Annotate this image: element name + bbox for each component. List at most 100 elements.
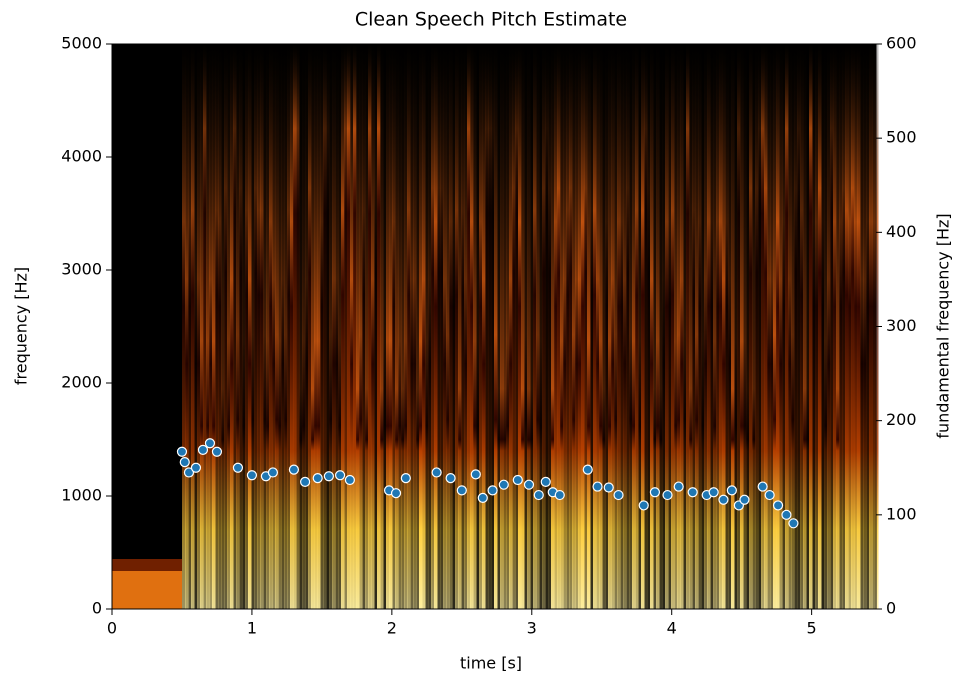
y2-tick-label: 500 [886,128,917,147]
pitch-point [246,470,258,481]
pitch-point [299,476,311,487]
spectrogram-stripe [248,44,252,609]
spectrogram-stripe [659,44,663,609]
spectrogram-stripe [812,44,816,609]
spectrogram-stripe [719,44,723,609]
spectrogram-stripe [455,44,459,609]
spectrogram-stripe [491,44,495,609]
spectrogram-stripe [566,44,570,609]
spectrogram-stripe [614,44,618,609]
y-tick-label: 2000 [61,373,102,392]
spectrogram-stripe [776,44,780,609]
spectrogram-stripe [494,44,498,609]
spectrogram-stripe [329,44,333,609]
spectrogram-stripe [797,44,801,609]
spectrogram-stripe [671,44,675,609]
spectrogram-stripe [461,44,465,609]
spectrogram-stripe [584,44,588,609]
spectrogram-stripe [851,44,855,609]
spectrogram-stripe [404,44,408,609]
x-tick-label: 0 [107,619,117,638]
pitch-point [197,444,209,455]
spectrogram-stripe [446,44,450,609]
y2-tick-label: 300 [886,316,917,335]
spectrogram-stripe [569,44,573,609]
spectrogram-stripe [755,44,759,609]
spectrogram-stripe [557,44,561,609]
y-tick-label: 0 [92,599,102,618]
pitch-point [477,492,488,503]
spectrogram-stripe [332,44,336,609]
spectrogram-stripe [668,44,672,609]
spectrogram-stripe [413,44,417,609]
spectrogram-stripe [749,44,753,609]
spectrogram-stripe [854,44,858,609]
spectrogram-stripe [290,44,294,609]
spectrogram-stripe [497,44,501,609]
spectrogram-stripe [338,44,342,609]
spectrogram-stripe [548,44,552,609]
spectrogram-stripe [200,44,204,609]
chart-title: Clean Speech Pitch Estimate [355,9,627,31]
spectrogram-stripe [803,44,807,609]
spectrogram-stripe [221,44,225,609]
x-tick-label: 2 [387,619,397,638]
spectrogram-stripe [641,44,645,609]
spectrogram-stripe [857,44,861,609]
pitch-point [445,473,456,484]
spectrogram-stripe [617,44,621,609]
spectrogram-stripe [212,44,216,609]
spectrogram-stripe [590,44,594,609]
y2-tick-label: 200 [886,410,917,429]
spectrogram-stripe [377,44,381,609]
spectrogram-stripe [830,44,834,609]
spectrogram-stripe [782,44,786,609]
pitch-point [540,476,551,487]
pitch-point [523,479,535,490]
spectrogram-stripe [254,44,258,609]
spectrogram-stripe [662,44,666,609]
spectrogram-stripe [422,44,426,609]
spectrogram-stripe [512,44,516,609]
y2-tick-label: 0 [886,599,896,618]
x-tick-label: 5 [807,619,817,638]
spectrogram-stripe [848,44,852,609]
spectrogram-stripe [257,44,261,609]
pitch-point [649,487,661,498]
spectrogram-stripe [752,44,756,609]
spectrogram-stripe [428,44,432,609]
spectrogram-stripe [635,44,639,609]
spectrogram-stripe [488,44,492,609]
spectrogram-stripe [809,44,813,609]
pitch-point [739,494,750,505]
spectrogram-stripe [356,44,360,609]
spectrogram-stripe [227,44,231,609]
x-axis-label: time [s] [460,654,522,673]
spectrogram-stripe [296,44,300,609]
spectrogram-stripe [596,44,600,609]
spectrogram-stripe [815,44,819,609]
spectrogram-stripe [383,44,387,609]
spectrogram-stripe [869,44,873,609]
spectrogram-stripe [707,44,711,609]
spectrogram-stripe [275,44,279,609]
spectrogram-stripe [632,44,636,609]
y2-axis-label: fundamental frequency [Hz] [934,213,953,438]
spectrogram-stripe [689,44,693,609]
spectrogram-stripe [452,44,456,609]
spectrogram-stripe [482,44,486,609]
pitch-point [176,446,188,457]
spectrogram-stripe [578,44,582,609]
pitch-point [267,467,279,478]
spectrogram-stripe [746,44,750,609]
spectrogram-stripe [608,44,612,609]
spectrogram-stripe [554,44,558,609]
pitch-point [204,438,216,449]
spectrogram-stripe [299,44,303,609]
spectrogram-stripe [389,44,393,609]
spectrogram-stripe [683,44,687,609]
spectrogram-stripe [644,44,648,609]
pitch-point [456,485,467,496]
spectrogram-stripe [770,44,774,609]
spectrogram-stripe [245,44,249,609]
